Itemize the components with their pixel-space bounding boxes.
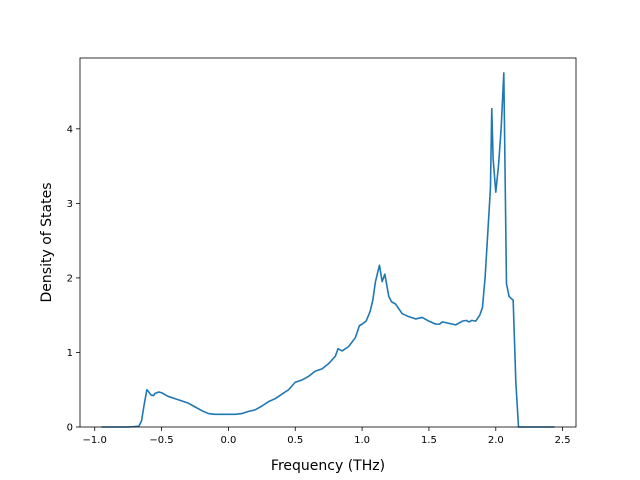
x-tick-label: 2.0: [488, 435, 504, 446]
y-tick-label: 2: [67, 273, 73, 284]
x-tick-label: −1.0: [83, 435, 107, 446]
axes-frame: [79, 57, 577, 428]
x-tick-label: −0.5: [149, 435, 173, 446]
y-tick-label: 1: [67, 348, 73, 359]
x-tick-label: 1.0: [354, 435, 370, 446]
series-layer: [101, 72, 555, 428]
y-ticks: 0 1 2 3 4: [67, 124, 80, 434]
x-tick-label: 1.5: [421, 435, 437, 446]
x-tick-label: 0.5: [287, 435, 303, 446]
x-tick-label: 2.5: [555, 435, 571, 446]
y-tick-label: 0: [67, 423, 73, 434]
series-line-0: [101, 72, 555, 428]
x-tick-label: 0.0: [220, 435, 236, 446]
y-tick-label: 3: [67, 199, 73, 210]
y-tick-label: 4: [67, 124, 73, 135]
x-axis-label: Frequency (THz): [271, 458, 385, 474]
x-ticks: −1.0 −0.5 0.0 0.5 1.0 1.5 2.0 2.5: [83, 427, 571, 446]
y-axis-label: Density of States: [39, 183, 55, 303]
